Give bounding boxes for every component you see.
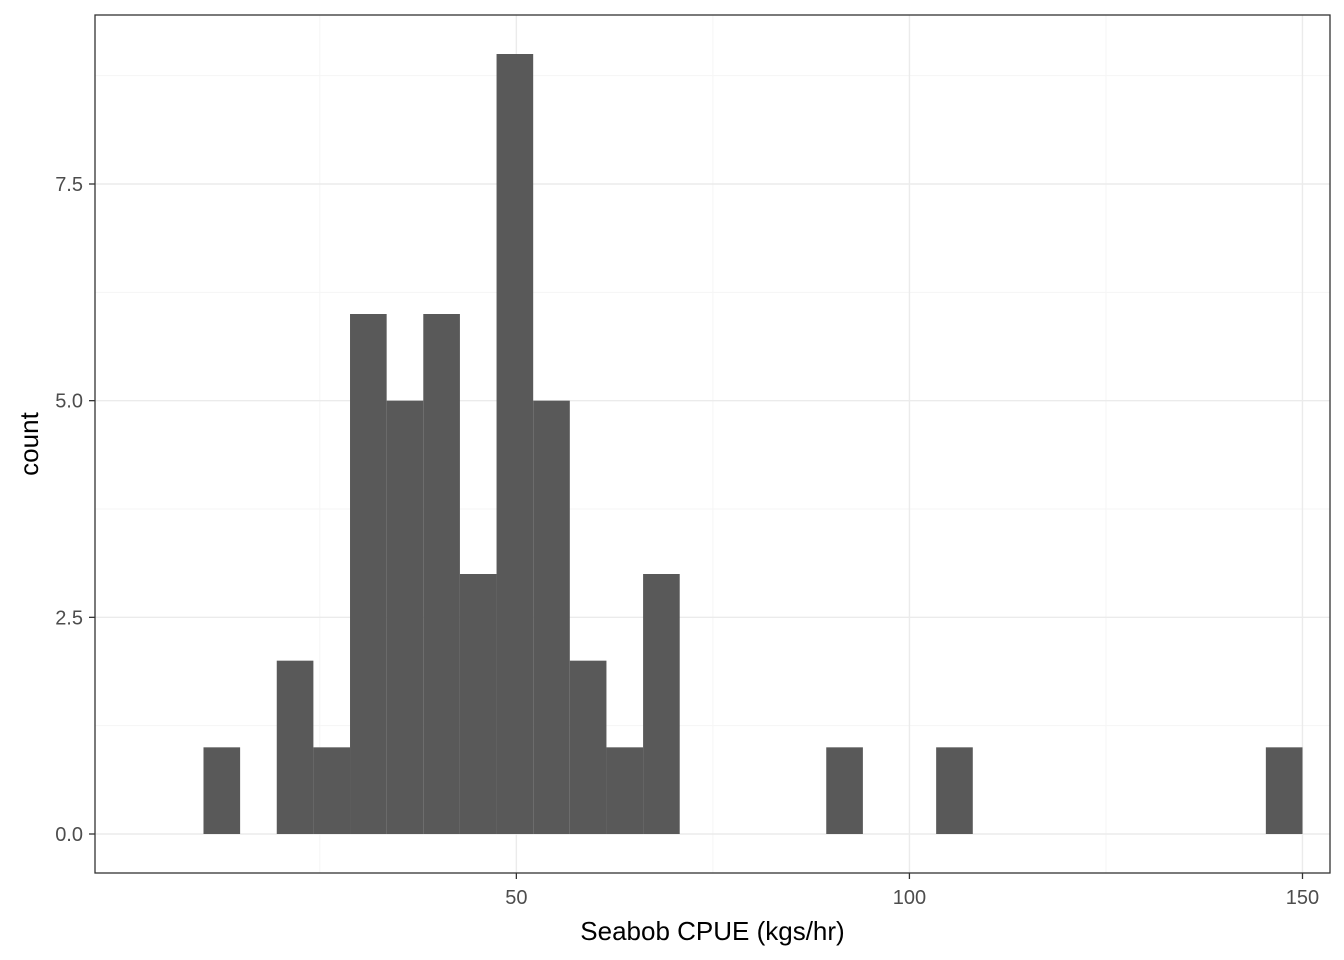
histogram-bar bbox=[496, 54, 534, 834]
bar-layer bbox=[203, 54, 1303, 834]
histogram-bar bbox=[1265, 747, 1303, 834]
histogram-bar bbox=[533, 400, 570, 834]
histogram-bar bbox=[936, 747, 973, 834]
histogram-bar bbox=[459, 574, 497, 834]
histogram-bar bbox=[643, 574, 680, 834]
panel-border bbox=[94, 14, 1331, 874]
histogram-bar bbox=[569, 660, 607, 834]
histogram-bar bbox=[606, 747, 644, 834]
histogram-bar bbox=[350, 314, 387, 834]
y-tick-label: 0.0 bbox=[55, 824, 83, 846]
x-tick-label: 50 bbox=[505, 887, 527, 909]
y-axis-title: count bbox=[14, 411, 44, 475]
x-tick-label: 150 bbox=[1286, 887, 1319, 909]
y-tick-label: 7.5 bbox=[55, 174, 83, 196]
histogram-bar bbox=[826, 747, 863, 834]
tick-layer: 50 100 150 0.0 2.5 5.0 7.5 bbox=[55, 174, 1319, 909]
histogram-bar bbox=[386, 400, 424, 834]
x-tick-label: 100 bbox=[893, 887, 926, 909]
histogram-bar bbox=[276, 660, 314, 834]
histogram-bar bbox=[423, 314, 460, 834]
histogram-bar bbox=[313, 747, 351, 834]
histogram-bar bbox=[203, 747, 241, 834]
y-tick-label: 5.0 bbox=[55, 391, 83, 413]
y-tick-label: 2.5 bbox=[55, 607, 83, 629]
x-axis-title: Seabob CPUE (kgs/hr) bbox=[580, 916, 844, 946]
